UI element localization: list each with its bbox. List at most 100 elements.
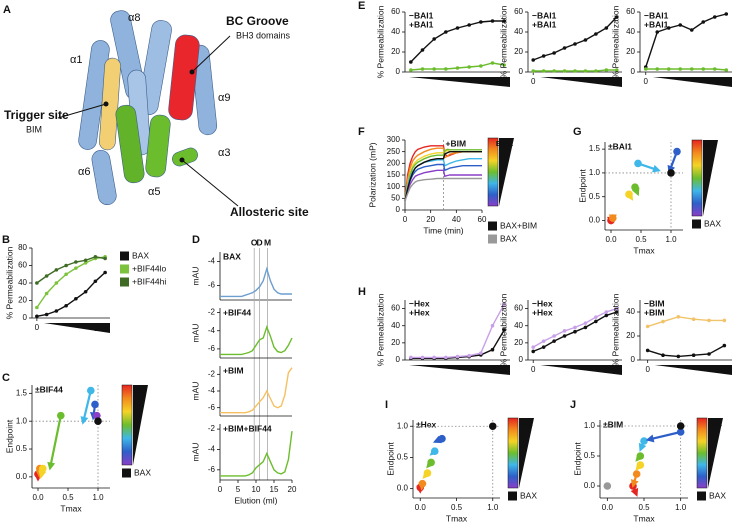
y-tick-label: 20	[391, 47, 400, 56]
data-point	[701, 20, 706, 24]
data-point	[562, 69, 567, 73]
y-tick-label: 20	[514, 47, 523, 56]
colorbar-label: Hex	[708, 419, 723, 428]
series-line	[404, 169, 482, 201]
y-tick-label: 0.0	[589, 216, 601, 225]
panel-letter: H	[358, 286, 366, 298]
colorbar	[121, 384, 133, 466]
data-point	[573, 329, 577, 334]
data-point	[655, 67, 660, 71]
data-point	[552, 51, 556, 55]
arrow-head	[630, 487, 639, 497]
y-tick-label: 0.5	[16, 444, 28, 453]
data-point	[552, 339, 556, 343]
data-point	[35, 314, 39, 319]
data-point	[83, 289, 88, 294]
protein	[78, 10, 218, 206]
y-tick-label: 250	[387, 147, 401, 156]
data-point	[502, 328, 506, 332]
x-axis-label: Tmax	[633, 245, 655, 255]
elution-marker-label: M	[264, 237, 271, 247]
legend-swatch	[697, 491, 706, 501]
data-point	[562, 46, 567, 50]
legend-entry: −BAI1	[409, 10, 434, 20]
legend-entry: BAX	[704, 218, 721, 228]
data-point	[490, 323, 495, 328]
y-tick-label: 40	[514, 27, 523, 36]
panel-letter: J	[570, 399, 576, 411]
y-tick-label: 1.0	[584, 421, 596, 430]
helix-label: α6	[78, 166, 90, 178]
reference-point	[488, 422, 497, 431]
data-point	[666, 26, 671, 30]
data-point	[531, 69, 536, 73]
x-tick-label: 0	[403, 215, 408, 224]
data-point	[594, 319, 598, 324]
y-tick-label: 0.5	[397, 453, 409, 462]
y-tick-label: 0	[23, 313, 28, 322]
helix-label: α1	[70, 54, 82, 66]
x-tick-label: 0	[531, 77, 536, 86]
y-axis-label: % Permeabilization	[498, 293, 508, 366]
data-point	[552, 334, 556, 338]
data-point	[666, 67, 671, 71]
y-axis-label: % Permeabilization	[4, 246, 14, 319]
data-point	[35, 281, 39, 285]
data-point	[609, 214, 617, 222]
data-point	[502, 19, 506, 23]
y-tick-label: 0	[631, 355, 636, 364]
data-point	[712, 67, 717, 71]
legend-entry: +Hex	[532, 307, 553, 317]
y-tick-label: -2	[208, 369, 216, 378]
chart-title: ±BIF44	[35, 384, 63, 394]
data-point	[444, 355, 448, 360]
x-tick-label: 15	[270, 485, 279, 494]
y-tick-label: 40	[626, 307, 635, 316]
y-tick-label: 0	[519, 67, 524, 76]
y-axis-label: Endpoint	[572, 442, 582, 476]
y-tick-label: 0.5	[589, 192, 601, 201]
panel-letter: G	[573, 126, 582, 138]
data-point	[64, 303, 68, 308]
data-point	[83, 258, 88, 263]
data-point	[631, 183, 639, 191]
y-tick-label: 60	[514, 7, 523, 16]
panel-letter: E	[358, 0, 365, 12]
y-tick-label: 20	[626, 47, 635, 56]
y-tick-label: 60	[626, 7, 635, 16]
chart-title: ±BIM	[603, 419, 623, 429]
ramp	[540, 365, 622, 375]
data-point	[93, 279, 98, 284]
data-point	[604, 68, 609, 72]
data-point	[541, 345, 546, 349]
x-axis-label: Hex	[716, 366, 731, 375]
y-tick-label: 20	[626, 331, 635, 340]
data-point	[625, 190, 633, 199]
ramp	[43, 323, 110, 333]
data-point	[432, 67, 436, 71]
data-point	[701, 67, 706, 71]
data-point	[409, 60, 413, 64]
x-tick-label: 0.0	[415, 503, 427, 512]
reference-point	[667, 169, 675, 177]
x-tick-label: 0	[644, 77, 649, 86]
data-point	[712, 15, 717, 19]
y-tick-label: 40	[391, 321, 400, 330]
data-point	[479, 20, 483, 24]
x-tick-label: 0	[531, 365, 536, 374]
ramp	[409, 77, 510, 87]
data-point	[604, 313, 609, 318]
x-tick-label: 1.0	[487, 503, 499, 512]
x-tick-label: 1.0	[665, 235, 677, 244]
legend-entry: +BIM	[644, 307, 665, 317]
data-point	[54, 268, 59, 272]
y-tick-label: 40	[18, 278, 27, 287]
legend-swatch	[488, 221, 497, 231]
legend-swatch	[120, 264, 129, 274]
data-point	[44, 274, 49, 278]
y-tick-label: -2	[208, 308, 216, 317]
legend-entry: −BAI1	[644, 10, 669, 20]
helix-label: α3	[218, 147, 230, 159]
data-point	[604, 26, 609, 30]
